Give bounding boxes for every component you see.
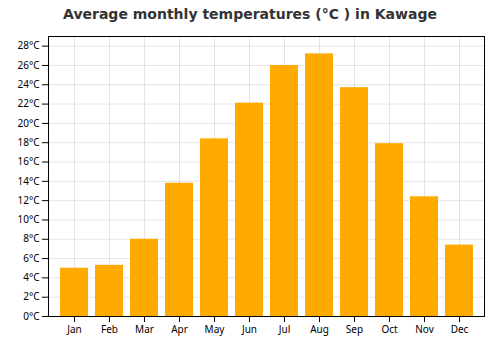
svg-text:Jul: Jul [278,322,291,336]
svg-text:Jan: Jan [66,322,82,336]
svg-text:24°C: 24°C [17,77,40,91]
svg-text:14°C: 14°C [17,174,40,188]
svg-text:0°C: 0°C [23,309,40,323]
svg-text:28°C: 28°C [17,38,40,52]
svg-text:12°C: 12°C [17,193,40,207]
svg-text:Dec: Dec [451,322,469,336]
svg-text:6°C: 6°C [23,251,40,265]
html-text:Average monthly temperatures (: Average monthly temperatures (°C ) in Ka… [63,6,437,22]
svg-text:Mar: Mar [135,322,154,336]
svg-text:2°C: 2°C [23,289,40,303]
svg-text:Nov: Nov [415,322,434,336]
svg-text:Jun: Jun [241,322,257,336]
svg-text:4°C: 4°C [23,270,40,284]
svg-text:Aug: Aug [310,322,329,336]
svg-text:Feb: Feb [101,322,118,336]
svg-text:Apr: Apr [171,322,188,336]
svg-text:Oct: Oct [381,322,398,336]
svg-text:26°C: 26°C [17,58,40,72]
svg-text:20°C: 20°C [17,116,40,130]
svg-text:18°C: 18°C [17,135,40,149]
svg-text:Sep: Sep [346,322,363,336]
svg-text:8°C: 8°C [23,231,40,245]
svg-text:16°C: 16°C [17,154,40,168]
svg-text:10°C: 10°C [17,212,40,226]
svg-text:May: May [205,322,226,336]
svg-text:22°C: 22°C [17,96,40,110]
